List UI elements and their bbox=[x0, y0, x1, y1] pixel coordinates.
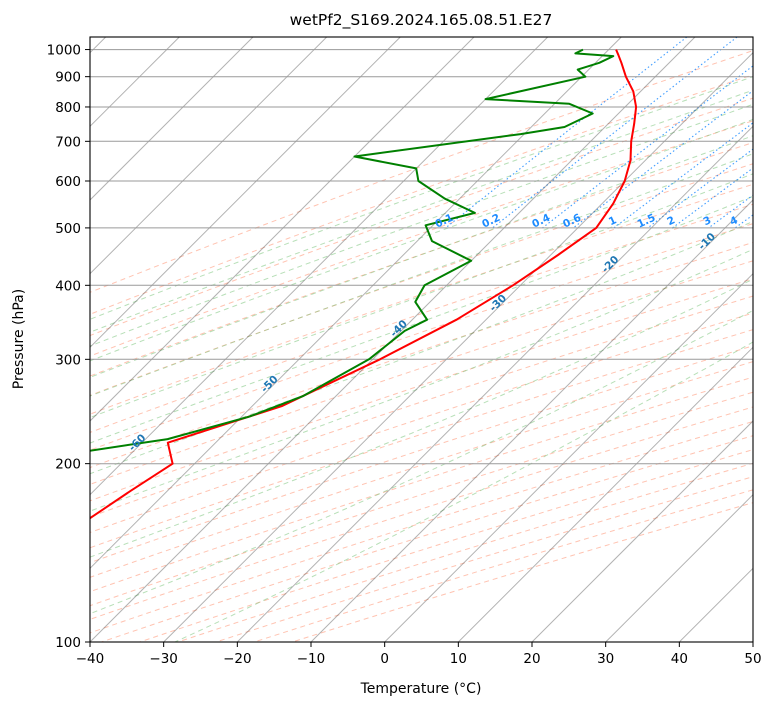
x-axis-ticks: −40 −30 −20 −10 0 10 20 30 40 50 bbox=[76, 642, 762, 667]
moist-adiabat-line bbox=[90, 153, 753, 397]
isotherm-line bbox=[236, 125, 753, 642]
x-axis-label: Temperature (°C) bbox=[360, 681, 482, 697]
sounding-profiles bbox=[90, 48, 638, 520]
x-tick-label: 10 bbox=[450, 651, 467, 667]
mixing-ratio-label: 1 bbox=[607, 214, 619, 228]
isotherm-line bbox=[605, 493, 753, 642]
mixing-ratio-label: 2 bbox=[665, 214, 677, 228]
isotherm-line bbox=[90, 37, 549, 496]
dry-adiabat-line bbox=[90, 260, 753, 485]
pressure-gridlines bbox=[90, 49, 753, 642]
moist-adiabat-line bbox=[90, 195, 753, 444]
dry-adiabat-line bbox=[90, 241, 753, 469]
mixing-ratio-label: 4 bbox=[728, 214, 740, 228]
moist-adiabat-line bbox=[90, 278, 753, 558]
dry-adiabat-line bbox=[90, 183, 753, 415]
y-tick-label: 700 bbox=[55, 134, 81, 150]
dry-adiabat-line bbox=[90, 97, 753, 337]
y-tick-label: 400 bbox=[55, 278, 81, 294]
y-axis-ticks: 100 200 300 400 500 600 700 800 900 1000 bbox=[47, 43, 90, 651]
y-tick-label: 100 bbox=[55, 635, 81, 651]
temperature-profile-line bbox=[90, 49, 638, 520]
dewpoint-profile-line bbox=[90, 48, 615, 452]
plot-frame bbox=[89, 36, 754, 643]
plot-background bbox=[90, 37, 753, 642]
mixing-ratio-label: 6 bbox=[767, 214, 775, 228]
y-tick-label: 900 bbox=[55, 70, 81, 86]
isotherm-line bbox=[752, 641, 753, 642]
moist-adiabat-line bbox=[90, 89, 753, 333]
isotherm-label: -70 bbox=[21, 464, 43, 486]
y-axis-label: Pressure (hPa) bbox=[11, 289, 27, 389]
dry-adiabat-line bbox=[90, 74, 753, 315]
dry-adiabat-line bbox=[90, 203, 753, 433]
isotherm-line bbox=[90, 37, 254, 201]
isotherm-line bbox=[384, 272, 753, 642]
y-tick-label: 500 bbox=[55, 221, 81, 237]
x-tick-label: −40 bbox=[76, 651, 105, 667]
mixing-ratio-line bbox=[492, 37, 738, 229]
dry-adiabat-line bbox=[90, 163, 753, 396]
x-tick-label: 50 bbox=[744, 651, 761, 667]
y-tick-label: 800 bbox=[55, 100, 81, 116]
isotherm-line bbox=[163, 51, 753, 642]
dry-adiabat-line bbox=[90, 295, 753, 518]
x-tick-label: −30 bbox=[149, 651, 178, 667]
x-tick-label: 30 bbox=[597, 651, 614, 667]
dry-adiabat-line bbox=[90, 391, 753, 607]
isotherm-line bbox=[531, 420, 753, 642]
x-tick-label: 40 bbox=[671, 651, 688, 667]
isotherm-line bbox=[90, 37, 328, 275]
dry-adiabat-line bbox=[90, 142, 753, 377]
y-tick-label: 200 bbox=[55, 457, 81, 473]
moist-adiabat-line bbox=[90, 173, 753, 419]
y-tick-label: 600 bbox=[55, 174, 81, 190]
mixing-ratio-line bbox=[572, 90, 753, 229]
moist-adiabat-line bbox=[90, 309, 753, 615]
mixing-ratio-label: 3 bbox=[701, 214, 713, 228]
isotherm-line bbox=[457, 346, 753, 642]
y-tick-label: 1000 bbox=[47, 43, 81, 59]
moist-adiabat-line bbox=[90, 76, 753, 320]
mixing-ratio-line bbox=[542, 65, 753, 229]
dry-adiabat-line bbox=[90, 345, 753, 564]
x-tick-label: −10 bbox=[297, 651, 326, 667]
dry-adiabat-line bbox=[90, 376, 753, 593]
x-tick-label: 0 bbox=[380, 651, 389, 667]
mixing-ratio-line bbox=[672, 167, 753, 229]
isotherm-line bbox=[310, 199, 753, 642]
x-tick-label: −20 bbox=[223, 651, 252, 667]
mixing-ratio-lines bbox=[445, 37, 753, 229]
x-tick-label: 20 bbox=[523, 651, 540, 667]
moist-adiabat-line bbox=[90, 118, 753, 362]
dry-adiabat-line bbox=[90, 329, 753, 549]
dry-adiabats bbox=[90, 50, 753, 642]
y-tick-label: 300 bbox=[55, 352, 81, 368]
isotherm-line bbox=[90, 37, 475, 422]
isotherm-line bbox=[90, 37, 622, 570]
chart-title: wetPf2_S169.2024.165.08.51.E27 bbox=[290, 11, 553, 30]
dry-adiabat-line bbox=[90, 50, 753, 293]
isotherm-line bbox=[90, 37, 401, 349]
